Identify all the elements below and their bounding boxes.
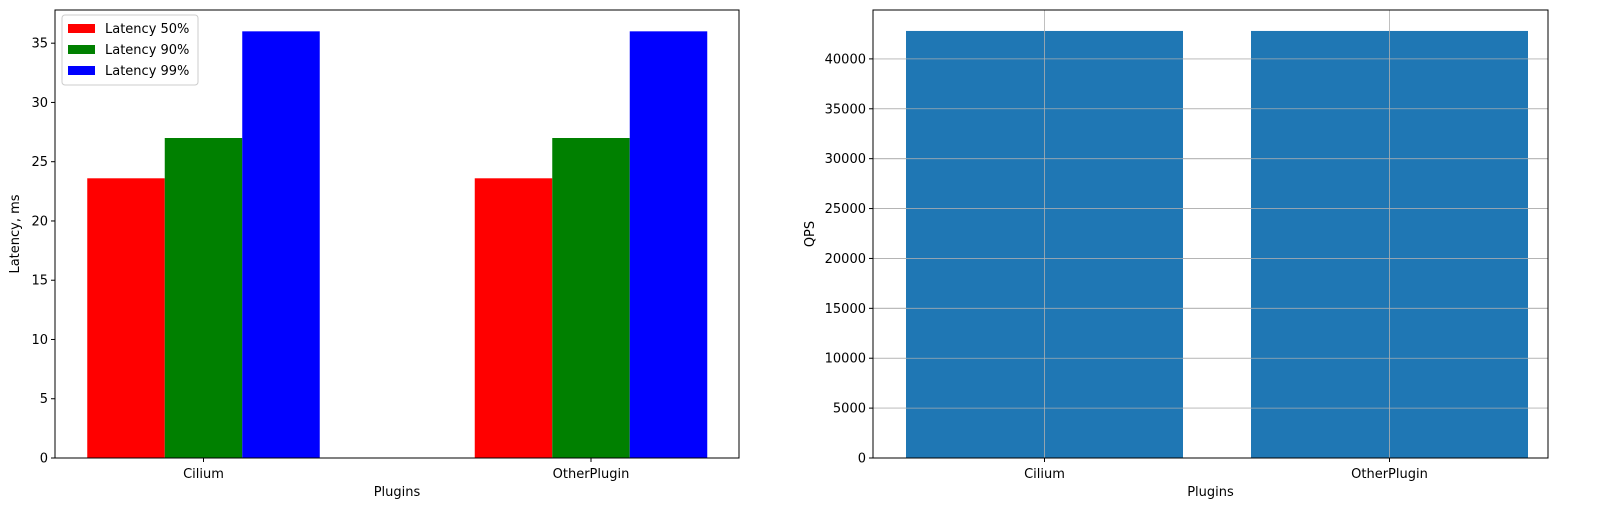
x-tick-label: OtherPlugin	[1351, 467, 1428, 482]
y-tick-label: 15000	[825, 302, 866, 317]
y-tick-label: 0	[40, 452, 48, 467]
legend-entry: Latency 50%	[105, 22, 189, 37]
bar-latency-99--cilium	[242, 31, 320, 458]
y-tick-label: 20000	[825, 252, 866, 267]
y-tick-label: 30000	[825, 152, 866, 167]
y-axis-label: Latency, ms	[8, 194, 23, 273]
legend-entry: Latency 99%	[105, 64, 189, 79]
bar-latency-50--cilium	[87, 178, 165, 458]
y-tick-label: 10000	[825, 352, 866, 367]
y-tick-label: 20	[31, 214, 48, 229]
axes-frame	[872, 9, 1549, 459]
chart-panel-1: 0 5 10 15 20 25 30 35 Cilium OtherPlugin Plugins La…	[8, 9, 740, 500]
legend-swatch	[68, 45, 95, 54]
y-tick-label: 5000	[833, 402, 866, 417]
y-axis-label: QPS	[803, 221, 818, 247]
bar-latency-50--otherplugin	[474, 178, 553, 458]
chart-panel-2: 0 5000 10000 15000 20000 25000 30000 35000 40000…	[803, 9, 1549, 500]
x-tick-label: Cilium	[1024, 467, 1065, 482]
y-tick-label: 10	[31, 333, 48, 348]
axes-frame	[54, 9, 740, 459]
x-axis-label: Plugins	[1187, 485, 1234, 500]
legend-swatch	[68, 66, 95, 75]
y-tick-label: 40000	[825, 52, 866, 67]
y-tick-label: 35	[31, 37, 48, 52]
x-tick-label: OtherPlugin	[553, 467, 630, 482]
legend: Latency 50% Latency 90% Latency 99%	[61, 14, 199, 86]
y-tick-label: 25	[31, 155, 48, 170]
y-tick-label: 15	[31, 274, 48, 289]
legend-swatch	[68, 24, 95, 33]
legend-box	[61, 14, 199, 86]
bar-latency-99--otherplugin	[629, 31, 708, 458]
legend-entry: Latency 90%	[105, 43, 189, 58]
x-axis-label: Plugins	[374, 485, 421, 500]
y-tick-label: 35000	[825, 102, 866, 117]
y-tick-label: 5	[40, 392, 48, 407]
y-tick-label: 0	[858, 452, 866, 467]
bar-latency-90--otherplugin	[552, 138, 630, 458]
bar-latency-90--cilium	[164, 138, 243, 458]
x-tick-label: Cilium	[183, 467, 224, 482]
y-tick-label: 25000	[825, 202, 866, 217]
y-tick-label: 30	[31, 96, 48, 111]
